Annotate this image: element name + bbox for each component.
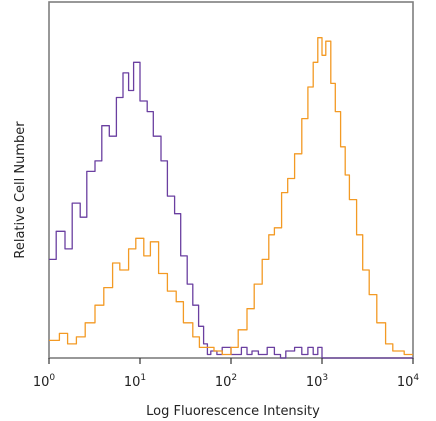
x-axis-label: Log Fluorescence Intensity <box>146 404 320 419</box>
x-tick-label-1: 101 <box>124 373 146 390</box>
x-tick-label-2: 102 <box>215 373 237 390</box>
series-layer <box>49 37 413 359</box>
series-line-2 <box>49 37 413 356</box>
x-tick-label-0: 100 <box>33 373 56 390</box>
series-line-1 <box>49 61 413 359</box>
x-tick-label-3: 103 <box>306 373 328 390</box>
x-axis-ticks: 100 101 102 103 104 <box>33 358 420 390</box>
y-axis-label: Relative Cell Number <box>13 121 28 259</box>
x-tick-label-4: 104 <box>397 373 420 390</box>
